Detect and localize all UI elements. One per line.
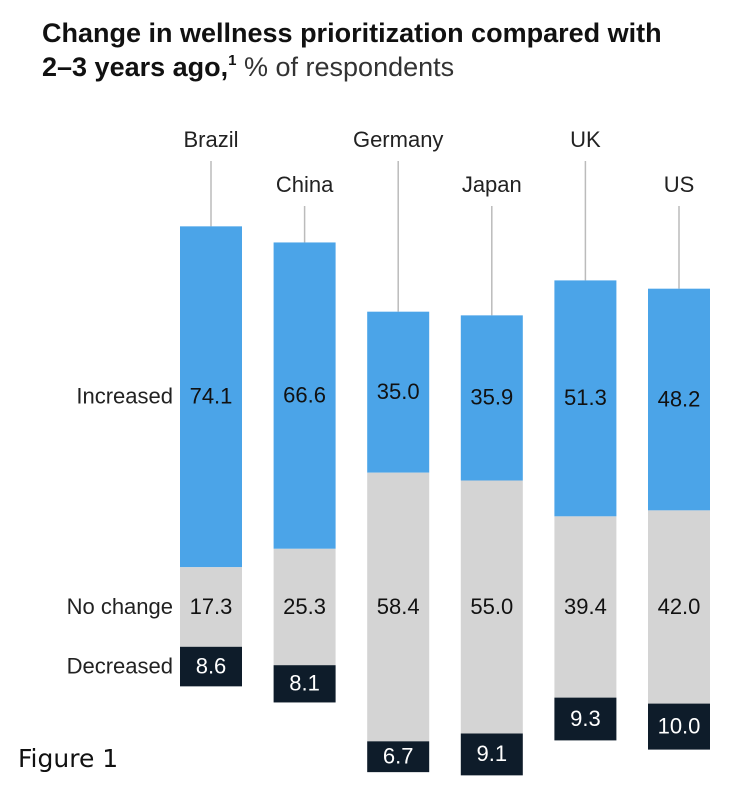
chart-title: Change in wellness prioritization compar…: [42, 18, 662, 82]
value-label: 74.1: [190, 384, 233, 409]
value-label: 25.3: [283, 594, 326, 619]
figure-caption: Figure 1: [18, 744, 119, 773]
bar-segment: [273, 242, 336, 549]
footnote-marker: 1: [228, 52, 237, 69]
value-label: 10.0: [658, 713, 701, 738]
bar-segment: [554, 697, 617, 741]
bar-segment: [648, 288, 710, 511]
bar-segment: [180, 646, 242, 687]
legend-label: Increased: [76, 384, 173, 409]
bar-segment: [648, 703, 710, 750]
value-label: 9.1: [477, 741, 508, 766]
bar-segment: [273, 665, 336, 703]
chart-subtitle: % of respondents: [244, 52, 455, 82]
value-label: 55.0: [470, 594, 513, 619]
value-label: 35.9: [470, 385, 513, 410]
bar-segment: [460, 480, 523, 734]
bar-segment: [367, 741, 430, 773]
bar-segment: [460, 733, 523, 776]
category-label: Japan: [462, 172, 522, 197]
title-block: Change in wellness prioritization compar…: [42, 16, 692, 84]
value-label: 48.2: [658, 386, 701, 411]
category-label: Germany: [353, 127, 443, 152]
bar-segment: [648, 510, 710, 704]
bar-segment: [367, 472, 430, 742]
bar-segment: [180, 226, 242, 568]
value-label: 8.1: [289, 671, 320, 696]
value-label: 9.3: [570, 706, 601, 731]
bar-segment: [554, 516, 617, 698]
legend-label: No change: [67, 594, 173, 619]
category-label: China: [276, 172, 334, 197]
category-label: Brazil: [183, 127, 238, 152]
value-label: 17.3: [190, 594, 233, 619]
legend-label: Decreased: [67, 653, 173, 678]
bar-segment: [460, 315, 523, 481]
value-label: 51.3: [564, 385, 607, 410]
category-label: US: [664, 172, 695, 197]
value-label: 39.4: [564, 594, 607, 619]
value-label: 42.0: [658, 594, 701, 619]
bar-segment: [180, 567, 242, 647]
value-label: 35.0: [377, 379, 420, 404]
bar-segment: [554, 280, 617, 517]
category-label: UK: [570, 127, 601, 152]
value-label: 8.6: [196, 653, 227, 678]
value-label: 58.4: [377, 594, 420, 619]
bar-segment: [367, 311, 430, 473]
value-label: 66.6: [283, 382, 326, 407]
value-label: 6.7: [383, 744, 414, 769]
bar-segment: [273, 548, 336, 666]
